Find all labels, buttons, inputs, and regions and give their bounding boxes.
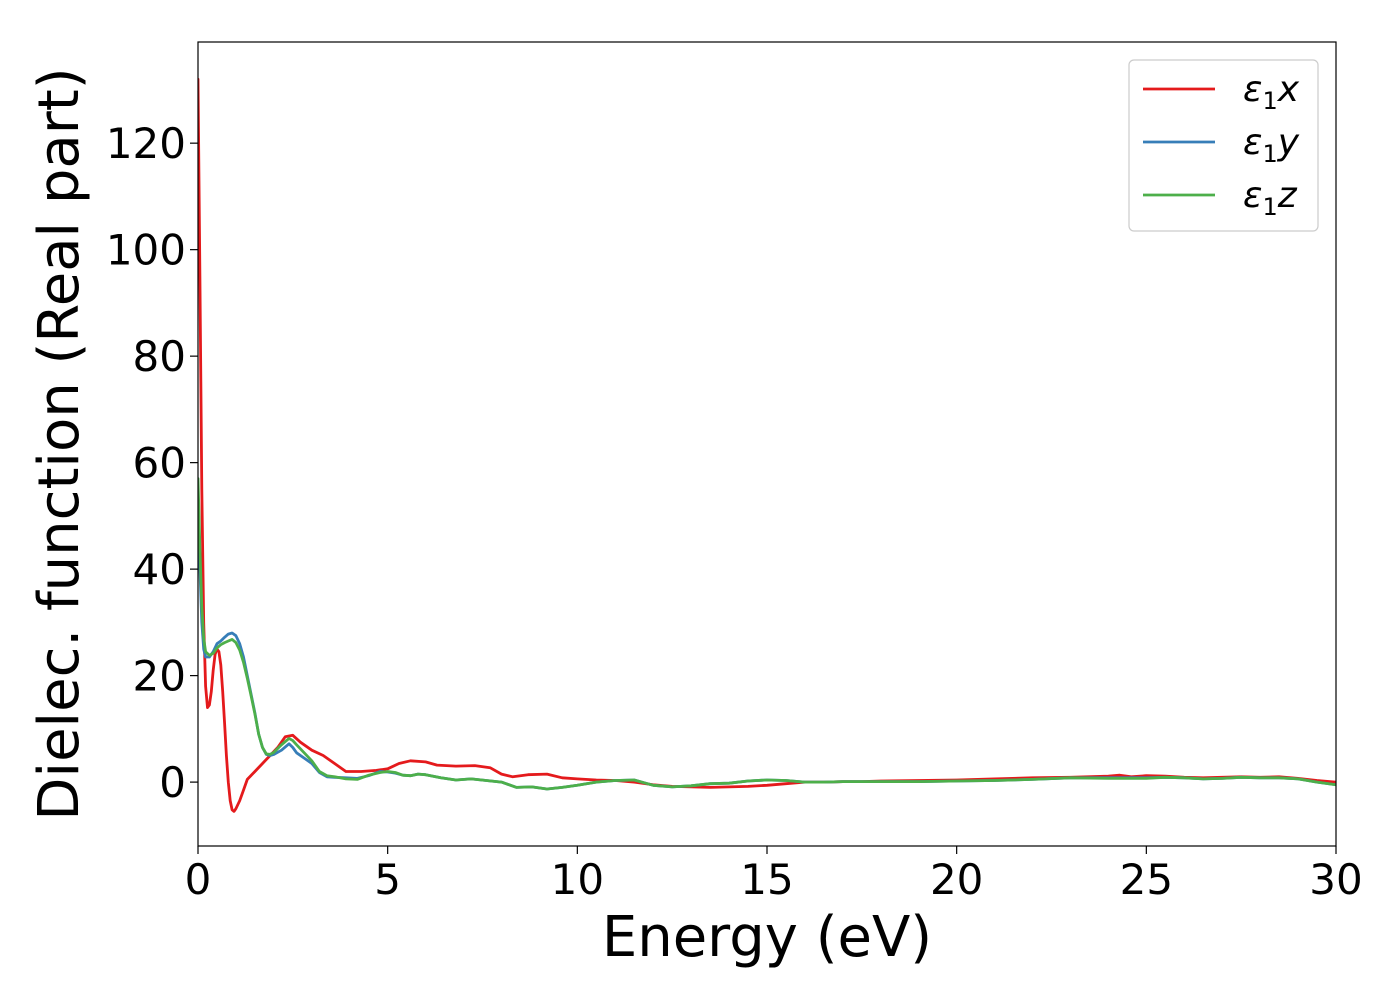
x-axis-title: Energy (eV) — [602, 905, 932, 970]
x-tick-label: 30 — [1309, 855, 1362, 904]
series-line-y — [198, 503, 1336, 791]
y-tick-label: 100 — [106, 226, 186, 275]
y-tick-label: 80 — [133, 332, 186, 381]
legend-box — [1128, 59, 1319, 232]
y-axis-title: Dielec. function (Real part) — [27, 67, 92, 820]
x-tick-label: 15 — [740, 855, 793, 904]
series-layer — [198, 77, 1336, 813]
legend-label: ε1y — [1243, 122, 1300, 168]
y-tick-label: 60 — [133, 439, 186, 488]
x-tick-label: 25 — [1120, 855, 1173, 904]
y-tick-label: 40 — [133, 545, 186, 594]
x-tick-label: 10 — [551, 855, 604, 904]
x-tick-label: 0 — [185, 855, 212, 904]
x-tick-label: 20 — [930, 855, 983, 904]
y-tick-label: 0 — [159, 758, 186, 807]
legend-label: ε1z — [1243, 175, 1298, 221]
y-tick-label: 20 — [133, 652, 186, 701]
y-tick-label: 120 — [106, 119, 186, 168]
legend: ε1x ε1y ε1z — [1128, 59, 1319, 232]
ticks-layer: 0 5 10 15 20 25 30 0 20 40 60 80 100 120 — [106, 119, 1363, 904]
series-line-z — [198, 477, 1336, 791]
legend-label: ε1x — [1243, 69, 1300, 115]
x-tick-label: 5 — [374, 855, 401, 904]
